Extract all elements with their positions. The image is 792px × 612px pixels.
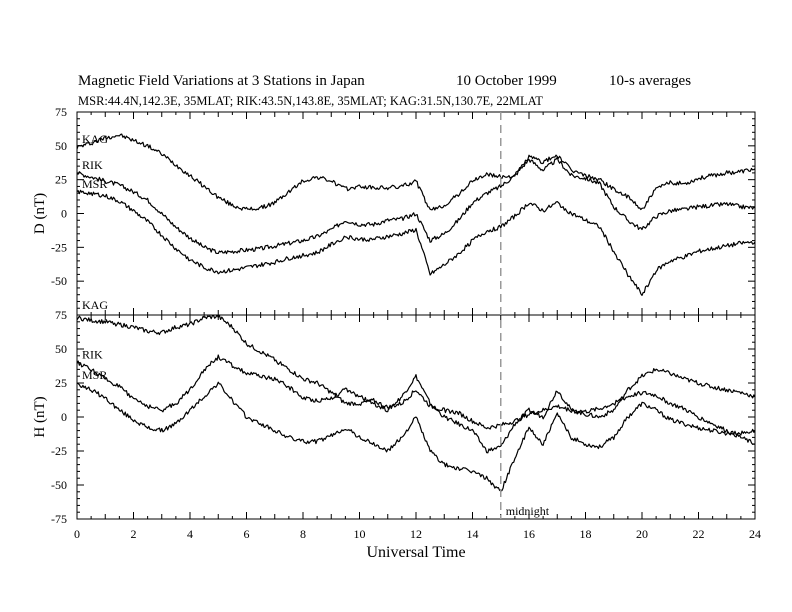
y-axis-label-h: H (nT)	[32, 396, 48, 437]
series-label-kag-d: KAG	[82, 132, 108, 146]
series-label-rik-d: RIK	[82, 158, 103, 172]
series-label-msr-d: MSR	[82, 177, 107, 191]
x-tick-label: 6	[244, 527, 250, 541]
x-tick-label: 12	[410, 527, 422, 541]
x-tick-label: 16	[523, 527, 535, 541]
midnight-label: midnight	[506, 504, 550, 518]
y-tick-label: 0	[61, 410, 67, 424]
series-label-msr-h: MSR	[82, 368, 107, 382]
y-tick-label: -75	[51, 512, 67, 526]
series-line-msr-d	[76, 189, 756, 296]
x-axis-label: Universal Time	[366, 544, 465, 561]
series-label-rik-h: RIK	[82, 348, 103, 362]
title-averaging: 10-s averages	[609, 73, 692, 89]
series-line-msr-h	[76, 381, 756, 492]
chart-title: Magnetic Field Variations at 3 Stations …	[78, 73, 691, 90]
x-tick-label: 8	[300, 527, 306, 541]
series-line-rik-h	[76, 354, 756, 454]
series-line-kag-h	[76, 314, 756, 445]
y-tick-label: 75	[55, 105, 67, 119]
series-label-kag-h: KAG	[82, 298, 108, 312]
stations-info: MSR:44.4N,142.3E, 35MLAT; RIK:43.5N,143.…	[78, 94, 543, 108]
series-line-kag-d	[76, 133, 756, 211]
x-tick-label: 0	[74, 527, 80, 541]
x-tick-label: 10	[354, 527, 366, 541]
y-tick-label: 50	[55, 342, 67, 356]
x-tick-label: 18	[580, 527, 592, 541]
title-date: 10 October 1999	[456, 73, 557, 89]
y-tick-label: -25	[51, 240, 67, 254]
title-text: Magnetic Field Variations at 3 Stations …	[78, 73, 365, 89]
y-tick-label: 25	[55, 376, 67, 390]
series-line-rik-d	[76, 156, 756, 255]
x-tick-label: 4	[187, 527, 193, 541]
x-tick-label: 24	[749, 527, 761, 541]
panel-d-frame	[76, 111, 756, 316]
y-tick-label: -50	[51, 478, 67, 492]
y-tick-label: -50	[51, 274, 67, 288]
x-tick-label: 20	[636, 527, 648, 541]
y-tick-label: -25	[51, 444, 67, 458]
y-tick-label: 75	[55, 308, 67, 322]
x-tick-label: 22	[693, 527, 705, 541]
y-axis-label-d: D (nT)	[32, 193, 48, 234]
x-tick-label: 2	[131, 527, 137, 541]
y-tick-label: 0	[61, 207, 67, 221]
y-tick-label: 25	[55, 173, 67, 187]
y-tick-label: 50	[55, 139, 67, 153]
x-tick-label: 14	[467, 527, 479, 541]
